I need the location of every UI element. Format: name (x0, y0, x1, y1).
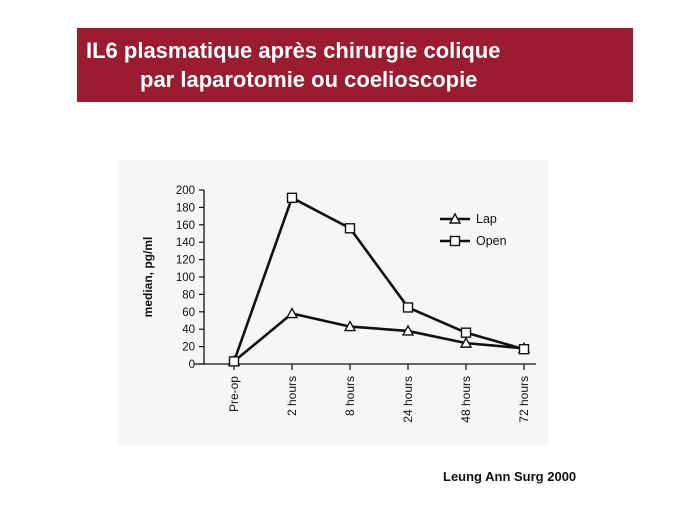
x-tick-label: 24 hours (401, 376, 415, 423)
y-tick-label: 180 (176, 202, 195, 214)
y-tick-label: 20 (182, 342, 195, 354)
x-tick-label: 72 hours (517, 376, 531, 423)
title-line-2: par laparotomie ou coelioscopie (140, 67, 478, 92)
il6-line-chart: 0 20 40 60 80 100 120 140 160 180 200 median, pg/ml… (141, 185, 536, 423)
chart-panel: 0 20 40 60 80 100 120 140 160 180 200 median, pg/ml… (118, 160, 548, 445)
data-point-open (460, 327, 472, 338)
x-tick-label: 8 hours (343, 376, 357, 416)
y-tick-label: 120 (176, 255, 195, 267)
data-point-open (402, 302, 414, 313)
x-tick-label: 48 hours (459, 376, 473, 423)
y-tick-label: 140 (176, 237, 195, 249)
y-tick-label: 60 (182, 307, 195, 319)
data-point-lap (459, 336, 473, 348)
legend-marker-lap (448, 212, 462, 224)
data-point-lap (343, 320, 357, 332)
y-tick-label: 0 (189, 359, 195, 371)
series-line-open (232, 196, 525, 362)
title-banner: IL6 plasmatique après chirurgie colique … (77, 28, 633, 102)
title-line-1: IL6 plasmatique après chirurgie colique (86, 38, 501, 63)
y-tick-label: 100 (176, 272, 195, 284)
x-tick-label: Pre-op (227, 376, 241, 412)
legend-marker-open (449, 235, 461, 247)
y-axis-label: median, pg/ml (141, 237, 155, 318)
y-tick-label: 40 (182, 324, 195, 336)
data-point-open (228, 356, 240, 367)
data-point-open (344, 223, 356, 234)
data-point-open (518, 344, 530, 355)
y-tick-label: 80 (182, 289, 195, 301)
x-tick-label: 2 hours (285, 376, 299, 416)
data-point-lap (401, 324, 415, 336)
y-tick-label: 200 (176, 185, 195, 197)
data-point-open (286, 192, 298, 204)
series-line-lap (233, 312, 525, 363)
data-point-lap (285, 307, 299, 319)
y-tick-label: 160 (176, 220, 195, 232)
source-citation: Leung Ann Surg 2000 (443, 469, 577, 484)
legend-label-lap: Lap (476, 212, 497, 226)
legend-label-open: Open (476, 234, 507, 248)
